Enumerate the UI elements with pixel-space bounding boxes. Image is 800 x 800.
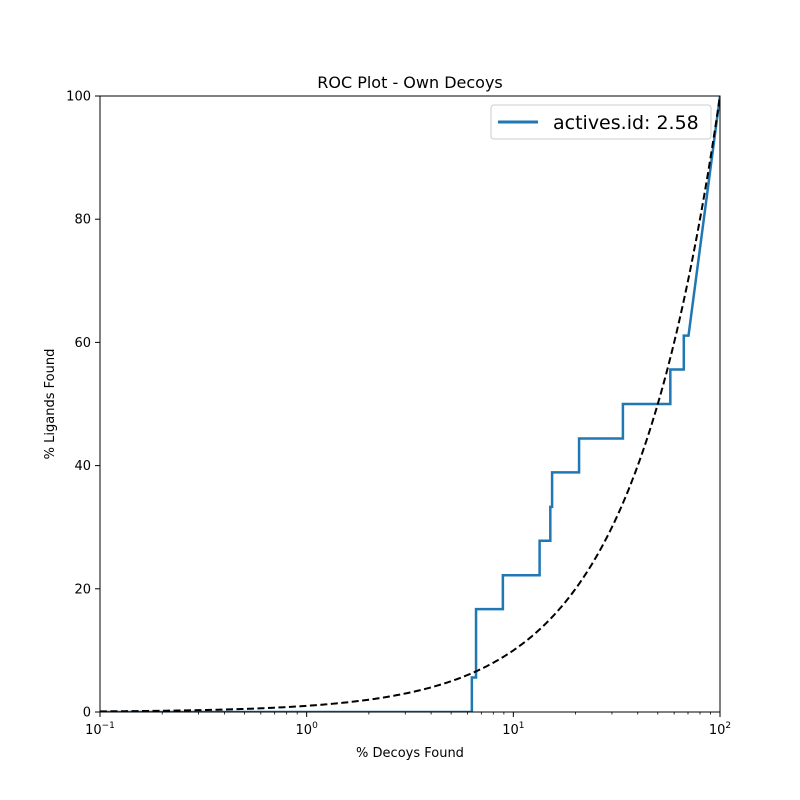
series-layer: [100, 96, 720, 712]
plot-area: [99, 95, 721, 713]
plot-frame: [99, 95, 721, 713]
y-tick-label: 60: [74, 336, 91, 351]
x-tick-label: 102: [709, 721, 731, 738]
y-tick-label: 100: [66, 90, 91, 105]
x-tick-label: 101: [502, 721, 524, 738]
y-tick-label: 0: [83, 706, 91, 721]
random-baseline-line: [100, 96, 720, 712]
x-tick-label: 10−1: [85, 721, 115, 738]
y-axis: 0 20 40 60 80 100: [66, 90, 100, 721]
x-axis-label: % Decoys Found: [356, 746, 464, 761]
y-axis-label: % Ligands Found: [43, 349, 58, 460]
legend-label: actives.id: 2.58: [553, 112, 699, 134]
chart-title: ROC Plot - Own Decoys: [317, 73, 503, 92]
x-tick-label: 100: [296, 721, 319, 738]
y-tick-label: 20: [74, 582, 91, 597]
legend: actives.id: 2.58: [490, 104, 712, 140]
x-axis: 10−1 100 101 102: [85, 712, 731, 738]
y-tick-label: 40: [74, 459, 91, 474]
legend-box: [490, 104, 712, 140]
y-tick-label: 80: [74, 213, 91, 228]
roc-curve-line: [100, 96, 720, 712]
